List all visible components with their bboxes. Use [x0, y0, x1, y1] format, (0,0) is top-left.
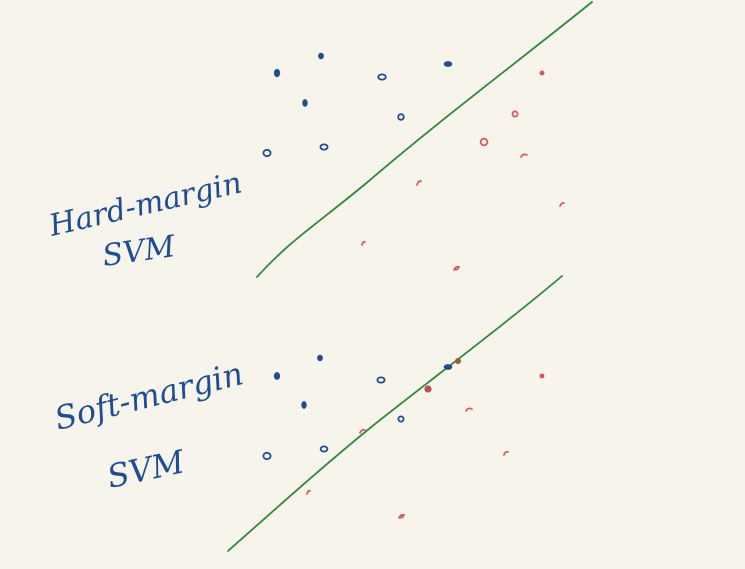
class-a-point — [262, 451, 272, 461]
class-a-point — [262, 148, 272, 158]
class-b-point — [539, 70, 545, 76]
class-a-point — [443, 364, 453, 370]
soft-margin-overlap-points — [424, 358, 461, 393]
class-a-point — [397, 113, 405, 121]
class-b-point — [520, 153, 528, 158]
class-b-point — [416, 180, 422, 186]
class-a-point — [443, 61, 453, 67]
hard-margin-label-line2: SVM — [100, 229, 178, 274]
soft-margin-class-a-points — [262, 354, 453, 461]
class-b-point — [398, 513, 406, 519]
class-a-point — [273, 68, 281, 78]
class-a-point — [397, 415, 405, 423]
hard-margin-class-a-points — [262, 52, 453, 158]
class-b-point — [361, 240, 366, 246]
class-b-point — [359, 428, 366, 434]
soft-margin-label-line1: Soft-margin — [51, 354, 247, 438]
misclassified-point — [455, 358, 461, 364]
class-b-point — [503, 450, 509, 456]
class-b-point — [465, 407, 473, 412]
class-b-point — [479, 137, 489, 147]
soft-margin-class-b-points — [306, 373, 545, 519]
hard-margin-panel: Hard-margin SVM — [45, 1, 593, 278]
class-a-point — [302, 99, 308, 107]
class-a-point — [376, 376, 386, 384]
class-a-point — [317, 354, 323, 362]
class-b-point — [511, 110, 519, 118]
class-a-point — [319, 143, 329, 151]
class-a-point — [319, 445, 329, 453]
soft-margin-label-line2: SVM — [104, 442, 189, 496]
class-a-point — [301, 401, 307, 409]
class-b-point — [539, 373, 545, 379]
soft-margin-decision-boundary — [227, 275, 563, 552]
class-b-point — [559, 201, 565, 207]
class-b-point — [306, 489, 311, 495]
hard-margin-class-b-points — [361, 70, 565, 271]
class-a-point — [318, 52, 324, 60]
class-b-point — [453, 265, 461, 271]
class-a-point — [377, 73, 387, 81]
class-a-point — [273, 372, 281, 380]
misclassified-point — [424, 385, 432, 393]
hard-margin-decision-boundary — [256, 1, 593, 278]
soft-margin-panel: Soft-margin SVM — [51, 275, 563, 552]
